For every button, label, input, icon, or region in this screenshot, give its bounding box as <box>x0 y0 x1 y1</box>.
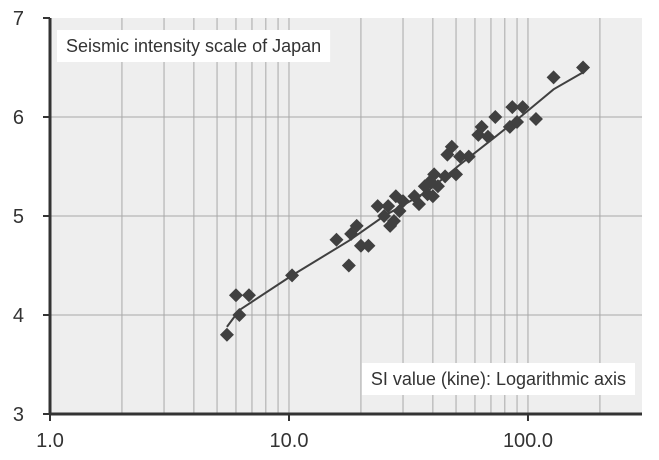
data-point <box>370 199 385 214</box>
x-axis-label-background <box>361 363 635 395</box>
data-point <box>386 213 401 228</box>
data-point <box>396 194 411 209</box>
data-point <box>438 169 453 184</box>
data-points <box>219 60 591 342</box>
data-point <box>528 111 543 126</box>
data-point <box>505 100 520 115</box>
y-tick-label: 6 <box>13 107 24 129</box>
data-point <box>329 232 344 247</box>
data-point <box>219 327 234 342</box>
data-point <box>427 167 442 182</box>
data-point <box>232 308 247 322</box>
data-point <box>349 218 364 233</box>
data-point <box>480 129 495 144</box>
chart-title-background <box>57 30 331 62</box>
data-point <box>461 149 476 164</box>
data-point <box>510 114 525 129</box>
tick-labels: 3 4 5 6 7 1.0 10.0 100.0 <box>13 8 553 452</box>
data-point <box>412 197 427 212</box>
x-axis-label: SI value (kine): Logarithmic axis <box>371 369 626 389</box>
data-point <box>576 60 591 75</box>
grid-lines <box>50 18 642 414</box>
y-tick-label: 4 <box>13 305 24 327</box>
data-point <box>241 288 256 303</box>
y-tick-label: 5 <box>13 206 24 228</box>
data-point <box>430 179 445 194</box>
x-tick-label: 10.0 <box>270 430 309 452</box>
data-point <box>228 288 243 303</box>
chart-title-box: Seismic intensity scale of Japan <box>57 30 331 62</box>
data-point <box>361 238 376 253</box>
data-point <box>546 70 561 85</box>
data-point <box>444 139 459 154</box>
data-point <box>285 268 300 283</box>
data-point <box>353 238 368 253</box>
x-axis-label-box: SI value (kine): Logarithmic axis <box>361 363 635 395</box>
data-point <box>341 258 356 273</box>
data-point <box>515 100 530 115</box>
data-point <box>449 167 464 182</box>
data-point <box>425 189 440 204</box>
data-point <box>453 149 468 164</box>
data-point <box>474 119 489 134</box>
x-tick-label: 1.0 <box>36 430 64 452</box>
y-tick-label: 7 <box>13 8 24 30</box>
data-point <box>502 119 517 134</box>
x-tick-label: 100.0 <box>503 430 553 452</box>
y-tick-label: 3 <box>13 404 24 426</box>
chart-title: Seismic intensity scale of Japan <box>66 36 321 56</box>
data-point <box>488 110 503 124</box>
data-point <box>381 199 396 214</box>
